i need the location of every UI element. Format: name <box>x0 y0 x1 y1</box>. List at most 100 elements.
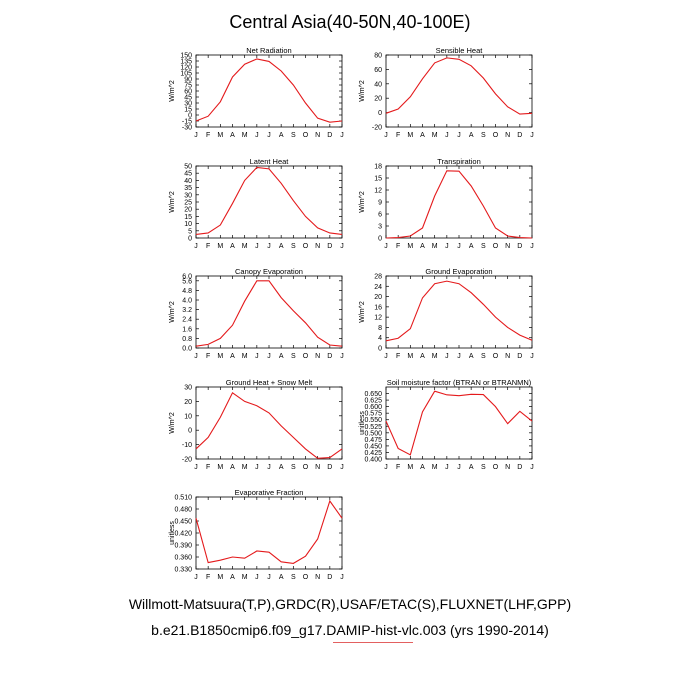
y-tick-label: 0.450 <box>174 519 192 526</box>
x-tick-label: J <box>457 353 461 360</box>
x-tick-label: N <box>315 353 320 360</box>
y-tick-label: 0.390 <box>174 543 192 550</box>
y-tick-label: 20 <box>184 207 192 214</box>
y-tick-label: -20 <box>372 125 382 132</box>
x-tick-label: J <box>530 353 534 360</box>
x-tick-label: J <box>267 353 271 360</box>
x-tick-label: A <box>279 574 284 581</box>
x-tick-label: F <box>396 243 400 250</box>
x-tick-label: S <box>291 574 296 581</box>
y-tick-label: 4.0 <box>182 298 192 305</box>
x-tick-label: A <box>420 353 425 360</box>
x-tick-label: M <box>432 353 438 360</box>
x-tick-label: M <box>432 132 438 139</box>
y-tick-label: 0.475 <box>364 437 382 444</box>
series-line <box>385 280 533 342</box>
x-tick-label: A <box>420 132 425 139</box>
y-tick-label: 30 <box>184 385 192 392</box>
x-tick-label: J <box>255 464 259 471</box>
x-tick-label: M <box>217 132 223 139</box>
y-axis-label: W/m^2 <box>169 191 176 213</box>
y-tick-label: 45 <box>184 95 192 102</box>
x-tick-label: S <box>291 132 296 139</box>
x-tick-label: M <box>432 243 438 250</box>
y-axis-label: unitless <box>169 521 176 545</box>
y-tick-label: 15 <box>184 214 192 221</box>
y-tick-label: 9 <box>378 200 382 207</box>
y-tick-label: 4 <box>378 335 382 342</box>
x-tick-label: J <box>255 132 259 139</box>
y-tick-label: 20 <box>184 399 192 406</box>
panel-title: Evaporative Fraction <box>235 488 304 497</box>
y-tick-label: 4.8 <box>182 288 192 295</box>
y-axis-label: W/m^2 <box>169 301 176 323</box>
panel-title: Sensible Heat <box>436 46 484 55</box>
x-tick-label: J <box>445 132 449 139</box>
x-tick-label: M <box>242 353 248 360</box>
x-tick-label: M <box>217 243 223 250</box>
y-tick-label: 0.8 <box>182 336 192 343</box>
x-tick-label: A <box>420 243 425 250</box>
y-tick-label: 75 <box>184 83 192 90</box>
plot-frame <box>195 386 343 460</box>
y-axis-label: W/m^2 <box>359 191 366 213</box>
y-tick-label: 90 <box>184 77 192 84</box>
x-tick-label: N <box>505 464 510 471</box>
chart-panel-8: Evaporative Fraction 0.330 0.360 0.390 0.420… <box>169 488 344 581</box>
y-tick-label: 16 <box>374 304 382 311</box>
x-tick-label: A <box>279 243 284 250</box>
x-tick-label: A <box>279 464 284 471</box>
panel-title: Net Radiation <box>246 46 291 55</box>
y-tick-label: 12 <box>374 188 382 195</box>
y-axis-label: W/m^2 <box>359 80 366 102</box>
y-tick-label: 60 <box>374 67 382 74</box>
series-line <box>195 391 343 459</box>
y-tick-label: 0.425 <box>364 450 382 457</box>
x-tick-label: J <box>530 132 534 139</box>
panel-title: Ground Evaporation <box>425 267 492 276</box>
y-tick-label: 40 <box>184 178 192 185</box>
y-tick-label: 15 <box>184 107 192 114</box>
x-tick-label: A <box>230 243 235 250</box>
x-tick-label: M <box>407 464 413 471</box>
x-tick-label: D <box>517 132 522 139</box>
y-tick-label: 24 <box>374 284 382 291</box>
x-tick-label: S <box>481 132 486 139</box>
caption-line-1: Willmott-Matsuura(T,P),GRDC(R),USAF/ETAC… <box>128 596 572 612</box>
x-tick-label: D <box>327 353 332 360</box>
y-tick-label: 0 <box>188 236 192 243</box>
x-tick-label: J <box>445 243 449 250</box>
series-line <box>195 280 343 347</box>
x-tick-label: J <box>384 464 388 471</box>
x-tick-label: J <box>457 464 461 471</box>
x-tick-label: D <box>327 243 332 250</box>
panel-title: Latent Heat <box>250 157 290 166</box>
x-tick-label: J <box>255 574 259 581</box>
x-tick-label: N <box>315 464 320 471</box>
x-tick-label: M <box>407 353 413 360</box>
series-line <box>385 170 533 239</box>
y-tick-label: 135 <box>180 59 192 66</box>
x-tick-label: J <box>194 353 198 360</box>
x-tick-label: J <box>194 132 198 139</box>
x-tick-label: J <box>340 243 344 250</box>
x-tick-label: J <box>384 353 388 360</box>
x-tick-label: A <box>420 464 425 471</box>
y-tick-label: 0 <box>188 428 192 435</box>
x-tick-label: F <box>206 464 210 471</box>
x-tick-label: M <box>217 574 223 581</box>
x-tick-label: J <box>384 243 388 250</box>
x-tick-label: F <box>206 132 210 139</box>
y-tick-label: 0.400 <box>364 457 382 464</box>
x-tick-label: N <box>505 353 510 360</box>
y-tick-label: 150 <box>180 53 192 60</box>
x-tick-label: J <box>267 464 271 471</box>
x-tick-label: A <box>469 353 474 360</box>
y-tick-label: 0.500 <box>364 430 382 437</box>
x-tick-label: M <box>242 464 248 471</box>
y-tick-label: 0.450 <box>364 443 382 450</box>
panel-title: Soil moisture factor (BTRAN or BTRANMN) <box>387 378 532 387</box>
